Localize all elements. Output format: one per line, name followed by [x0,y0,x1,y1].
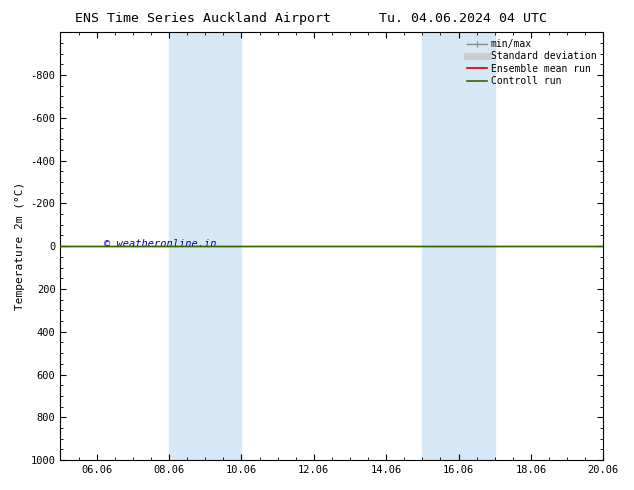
Y-axis label: Temperature 2m (°C): Temperature 2m (°C) [15,182,25,310]
Text: ENS Time Series Auckland Airport: ENS Time Series Auckland Airport [75,12,331,25]
Bar [169,32,242,460]
Text: © weatheronline.in: © weatheronline.in [104,239,216,249]
Legend: min/max, Standard deviation, Ensemble mean run, Controll run: min/max, Standard deviation, Ensemble me… [465,37,598,88]
Bar [422,32,495,460]
Text: Tu. 04.06.2024 04 UTC: Tu. 04.06.2024 04 UTC [379,12,547,25]
